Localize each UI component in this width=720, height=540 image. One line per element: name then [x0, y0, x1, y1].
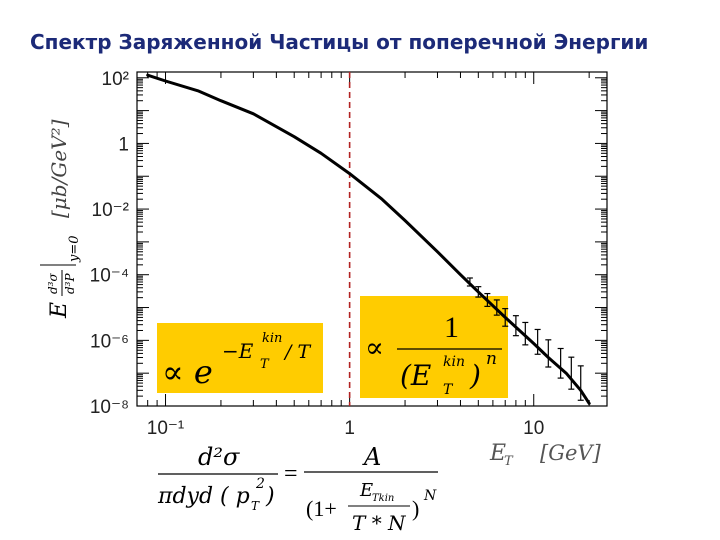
error-point: [512, 315, 519, 337]
exponential-annotation: ∝ e −E kin T / T: [157, 323, 323, 393]
power-den-sub: T: [443, 382, 454, 398]
y-tick-label: 10⁻⁸: [90, 397, 129, 418]
error-points-group: [466, 277, 584, 401]
y-label-num: d³σ: [46, 273, 60, 294]
y-label-cond: y=0: [67, 235, 82, 263]
power-den-sup: kin: [443, 354, 465, 370]
plot-frame: [136, 71, 608, 407]
exp-tail: / T: [283, 341, 311, 363]
error-point: [466, 277, 473, 287]
error-point: [545, 339, 552, 368]
error-point: [493, 299, 500, 316]
formula-rhs-num: A: [362, 443, 381, 471]
x-axis-label: E: [489, 441, 506, 466]
axis-ticks: [136, 72, 607, 407]
exponential-box: [157, 323, 323, 393]
power-den-pow: n: [486, 349, 497, 369]
y-tick-label: 10⁻⁴: [90, 266, 129, 287]
y-tick-label: 10⁻⁶: [90, 331, 129, 352]
y-tick-label: 10⁻²: [92, 200, 130, 221]
x-axis-label-sub: T: [504, 454, 514, 469]
formula-lhs-den-p: ( p: [220, 484, 250, 509]
x-tick-label: 1: [344, 418, 355, 439]
formula-rhs-den-open: (1+: [306, 496, 337, 521]
exp-minus-e: −E: [222, 339, 254, 363]
formula-lhs-den-sub: T: [251, 499, 260, 513]
power-den-open: (E: [400, 359, 431, 392]
y-axis-label: E d³σ d³P y=0 [μb/GeV²]: [40, 119, 82, 319]
exp-prefix: ∝ e: [162, 353, 213, 391]
exp-sup: kin: [262, 331, 282, 346]
x-tick-label: 10: [523, 418, 544, 439]
power-numerator: 1: [444, 311, 459, 344]
error-point: [502, 308, 509, 327]
power-den-close: ): [469, 359, 481, 392]
x-axis-unit: [GeV]: [540, 441, 602, 465]
x-tick-label: 10⁻¹: [147, 418, 185, 439]
power-law-annotation: ∝ 1 (E kin T ) n: [360, 296, 508, 398]
error-point: [534, 328, 541, 355]
formula-equals: =: [284, 461, 298, 487]
formula-lhs-num: d²σ: [198, 443, 240, 471]
formula-rhs-den-close: ): [412, 496, 419, 521]
formula-rhs-pow: N: [423, 488, 437, 504]
error-point: [557, 347, 564, 379]
error-point: [577, 365, 584, 401]
error-point: [568, 356, 575, 390]
formula-lhs-den-sup: 2: [255, 476, 265, 492]
slide-title: Спектр Заряженной Частицы от поперечной …: [30, 30, 649, 54]
formula-inner-sub: Tkin: [372, 493, 394, 504]
y-label-unit: [μb/GeV²]: [47, 119, 71, 218]
formula-inner-den: T * N: [352, 511, 407, 535]
y-label-lhs: E: [47, 302, 72, 319]
y-tick-label: 1: [118, 134, 129, 155]
y-tick-label: 10²: [102, 69, 129, 90]
y-tick-labels: 10² 1 10⁻² 10⁻⁴ 10⁻⁶ 10⁻⁸: [90, 69, 129, 418]
fit-formula: d²σ πdyd ( p T 2 ) = A (1+ E Tkin T * N …: [157, 443, 438, 535]
exp-sub: T: [260, 357, 270, 372]
power-prefix: ∝: [365, 331, 384, 364]
y-label-den: d³P: [63, 273, 77, 294]
error-point: [475, 286, 482, 298]
formula-lhs-den-a: πdyd: [157, 484, 213, 509]
formula-lhs-den-close: ): [265, 484, 275, 509]
x-tick-labels: 10⁻¹ 1 10: [147, 418, 545, 439]
error-point: [484, 292, 491, 307]
formula-inner-num: E: [359, 480, 373, 501]
error-point: [522, 321, 529, 346]
power-law-box: [360, 296, 508, 398]
